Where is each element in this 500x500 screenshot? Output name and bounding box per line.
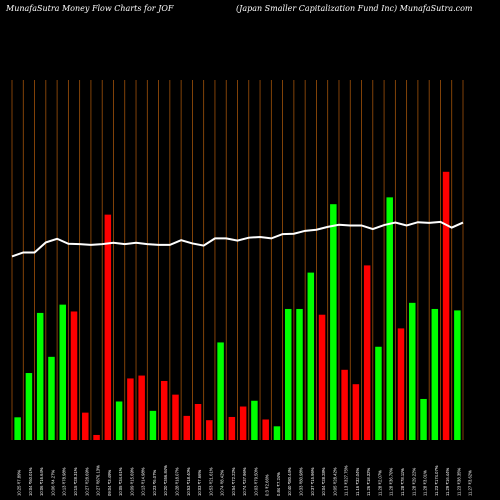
money-flow-bar — [442, 171, 450, 441]
x-tick-label: 10:03 ₹7.66% — [197, 470, 202, 496]
x-tick-label: 10:05 ₹28.42% — [332, 467, 337, 496]
x-tick-label: 10:27 ₹876.13% — [96, 465, 101, 496]
money-flow-bar — [284, 308, 292, 440]
money-flow-bar — [239, 406, 247, 440]
x-tick-label: 11.28 ₹2.07% — [377, 470, 382, 496]
x-tick-label: 10:40 ₹80.44% — [287, 467, 292, 496]
money-flow-bar — [25, 373, 33, 440]
price-line — [11, 220, 464, 258]
x-tick-label: 11.16 ₹32.04% — [355, 468, 360, 496]
money-flow-bar — [14, 417, 21, 440]
money-flow-bar — [375, 346, 382, 440]
money-flow-bar — [330, 204, 337, 440]
x-tick-label: 11.27 ₹3.62% — [468, 470, 473, 496]
chart-subtitle: (Japan Smaller Capitalization Fund Inc) … — [236, 4, 473, 13]
x-tick-label: 11.29 ₹16.44% — [445, 468, 450, 496]
money-flow-bar — [386, 197, 393, 440]
money-flow-bar — [104, 214, 112, 440]
money-flow-bar — [138, 375, 145, 440]
money-flow-bar — [341, 369, 348, 440]
money-flow-bar — [397, 328, 405, 440]
money-flow-bar — [409, 302, 416, 440]
x-tick-label: 11.13 ₹327.75% — [344, 465, 349, 496]
money-flow-bar — [420, 398, 427, 440]
x-tick-label: 10:53 ₹21.61% — [208, 467, 213, 496]
money-flow-bar — [352, 384, 360, 440]
money-flow-bar — [273, 426, 281, 440]
money-flow-bar — [228, 416, 236, 440]
x-tick-label: 10:28 ₹18.07% — [174, 467, 179, 496]
x-tick-label: 10:74 ₹8.42% — [220, 470, 225, 496]
x-tick-label: 10:33 ₹80.98% — [299, 467, 304, 496]
x-tick-label: 11.23 ₹174.07% — [434, 465, 439, 496]
money-flow-bar — [183, 415, 191, 440]
money-flow-bar — [262, 419, 269, 440]
money-flow-bar — [296, 308, 303, 440]
money-flow-bar — [172, 394, 179, 440]
money-flow-bar — [160, 380, 168, 440]
money-flow-bar — [206, 420, 213, 440]
money-flow-bar — [194, 404, 202, 440]
x-tick-label: 10:37 ₹15.96% — [310, 467, 315, 496]
x-tick-label: 09:04 ₹3.49% — [107, 470, 112, 496]
money-flow-bar — [93, 434, 100, 440]
x-tick-label: 10:20 ₹356.84% — [163, 465, 168, 496]
x-tick-label: 10:03 ₹79.50% — [253, 467, 258, 496]
money-flow-bar — [149, 410, 157, 440]
x-tick-label: 10:13 ₹14.98% — [141, 467, 146, 496]
x-tick-label: 10:54 ₹72.22% — [231, 467, 236, 496]
x-tick-label: 0:3 ₹2.66% — [265, 474, 270, 496]
money-flow-bar — [48, 356, 55, 440]
x-tick-label: 0.84 ₹7.24% — [276, 472, 281, 496]
money-flow-bar — [318, 314, 326, 440]
x-tick-label: 11.23 ₹38.35% — [456, 468, 461, 496]
x-tick-label: 10:09 ₹15.69% — [129, 467, 134, 496]
x-tick-label: 10:05 ₹34.61% — [118, 467, 123, 496]
money-flow-bar — [70, 311, 78, 440]
chart-title: MunafaSutra Money Flow Charts for JOF — [6, 4, 174, 13]
x-tick-label: 10:04 ₹60.01% — [28, 467, 33, 496]
money-flow-bar — [115, 401, 123, 440]
x-tick-label: 10:15 ₹28.31% — [73, 467, 78, 496]
x-tick-label: 10:53 ₹18.40% — [186, 467, 191, 496]
x-tick-label: 10:27 ₹28.69% — [84, 467, 89, 496]
money-flow-bar — [454, 310, 461, 440]
money-flow-bar — [251, 400, 258, 440]
x-tick-label: 11.28 ₹3.01% — [423, 470, 428, 496]
x-tick-label: 10:74 ₹37.96% — [242, 467, 247, 496]
money-flow-bar — [307, 272, 315, 440]
money-flow-bar — [431, 308, 439, 440]
x-tick-label: 11.28 ₹78.11% — [400, 468, 405, 496]
money-flow-bar — [36, 312, 44, 440]
money-flow-bar — [217, 342, 224, 440]
x-tick-label: 11.26 ₹18.32% — [366, 468, 371, 496]
x-tick-label: 11.28 ₹36.70% — [389, 468, 394, 496]
x-tick-label: 10:04 ₹28.28% — [321, 467, 326, 496]
money-flow-bar — [363, 265, 371, 440]
x-tick-label: 10:13 ₹78.98% — [62, 467, 67, 496]
x-tick-label: 10:25 ₹7.89% — [17, 470, 22, 496]
x-tick-label: 11.28 ₹29.22% — [411, 468, 416, 496]
x-tick-label: 10:06 ₹4.27% — [50, 470, 55, 496]
x-tick-label: 10:06 ₹16.64% — [39, 467, 44, 496]
money-flow-bar — [127, 378, 134, 440]
money-flow-bar — [59, 304, 66, 440]
x-tick-label: 10:23 ₹6.07% — [152, 470, 157, 496]
money-flow-bar — [82, 412, 89, 440]
